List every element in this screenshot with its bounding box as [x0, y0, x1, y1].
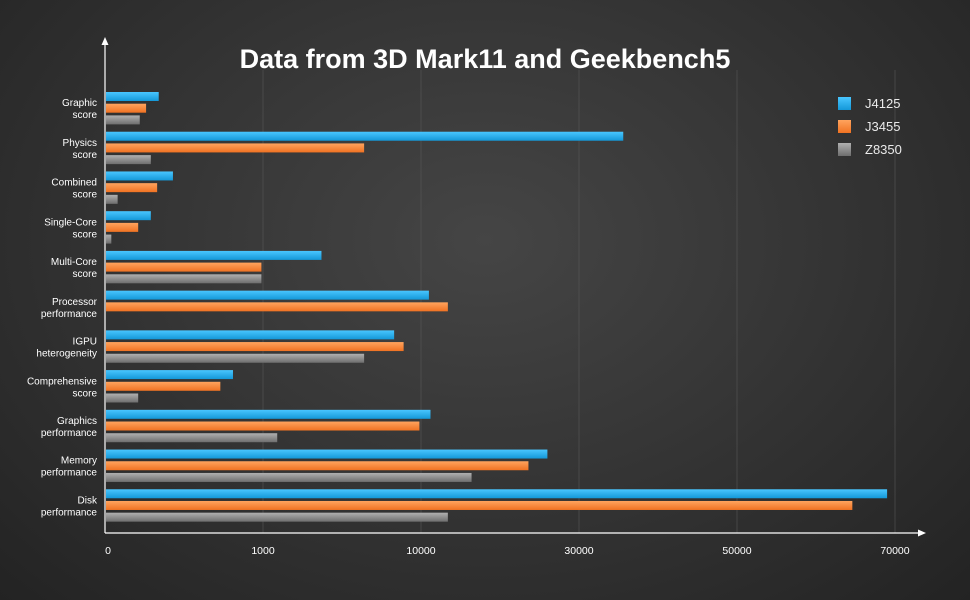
- category-label: Comprehensive score: [27, 376, 97, 399]
- bar-z8350: [106, 234, 112, 244]
- legend-label: Z8350: [865, 142, 902, 157]
- category-label: Physics score: [63, 138, 98, 161]
- bar-j4125: [106, 330, 395, 340]
- bar-j3455: [106, 103, 147, 113]
- category-label: Memory performance: [41, 456, 98, 479]
- bar-z8350: [106, 433, 278, 443]
- legend-item-z8350: Z8350: [838, 138, 902, 161]
- category-label: Single-Core score: [44, 217, 97, 240]
- bar-j3455: [106, 500, 853, 510]
- x-tick-label: 70000: [880, 545, 909, 557]
- bar-j3455: [106, 262, 262, 272]
- x-tick-label: 0: [105, 545, 111, 557]
- category-label: Graphics performance: [41, 416, 98, 439]
- bar-z8350: [106, 155, 151, 165]
- bar-j3455: [106, 381, 221, 391]
- legend-label: J3455: [865, 119, 901, 134]
- x-tick-label: 10000: [406, 545, 435, 557]
- bar-j4125: [106, 290, 429, 300]
- bar-z8350: [106, 194, 118, 204]
- category-label: IGPU heterogeneity: [36, 337, 97, 360]
- y-axis-arrow: [101, 37, 109, 45]
- bar-z8350: [106, 274, 262, 284]
- bar-z8350: [106, 472, 472, 482]
- legend-swatch-j4125: [838, 97, 851, 110]
- bar-j4125: [106, 171, 173, 181]
- category-label: Graphic score: [62, 98, 97, 121]
- bar-j4125: [106, 131, 624, 141]
- legend-label: J4125: [865, 96, 901, 111]
- bar-j4125: [106, 250, 322, 260]
- legend-item-j4125: J4125: [838, 92, 902, 115]
- x-tick-label: 1000: [251, 545, 275, 557]
- bar-j3455: [106, 183, 158, 193]
- category-label: Processor performance: [41, 297, 98, 320]
- bar-j4125: [106, 92, 159, 101]
- bar-j3455: [106, 222, 139, 232]
- legend: J4125 J3455 Z8350: [838, 92, 902, 161]
- category-label: Combined score: [51, 178, 97, 201]
- x-tick-label: 30000: [564, 545, 593, 557]
- bar-j3455: [106, 342, 404, 352]
- bar-j3455: [106, 461, 529, 471]
- bar-j4125: [106, 409, 431, 419]
- bar-z8350: [106, 353, 365, 363]
- bar-z8350: [106, 115, 140, 125]
- bar-j3455: [106, 421, 420, 431]
- bar-j3455: [106, 302, 448, 312]
- bar-j4125: [106, 489, 888, 499]
- bar-j4125: [106, 211, 151, 221]
- legend-item-j3455: J3455: [838, 115, 902, 138]
- bar-z8350: [106, 393, 139, 403]
- bar-j3455: [106, 143, 365, 153]
- category-label: Disk performance: [41, 495, 98, 518]
- chart-title: Data from 3D Mark11 and Geekbench5: [239, 44, 731, 74]
- legend-swatch-z8350: [838, 143, 851, 156]
- legend-swatch-j3455: [838, 120, 851, 133]
- category-label: Multi-Core score: [51, 257, 98, 280]
- bar-j4125: [106, 449, 548, 459]
- x-tick-label: 50000: [722, 545, 751, 557]
- bar-z8350: [106, 512, 448, 522]
- x-axis-arrow: [918, 529, 926, 537]
- bar-j4125: [106, 370, 233, 380]
